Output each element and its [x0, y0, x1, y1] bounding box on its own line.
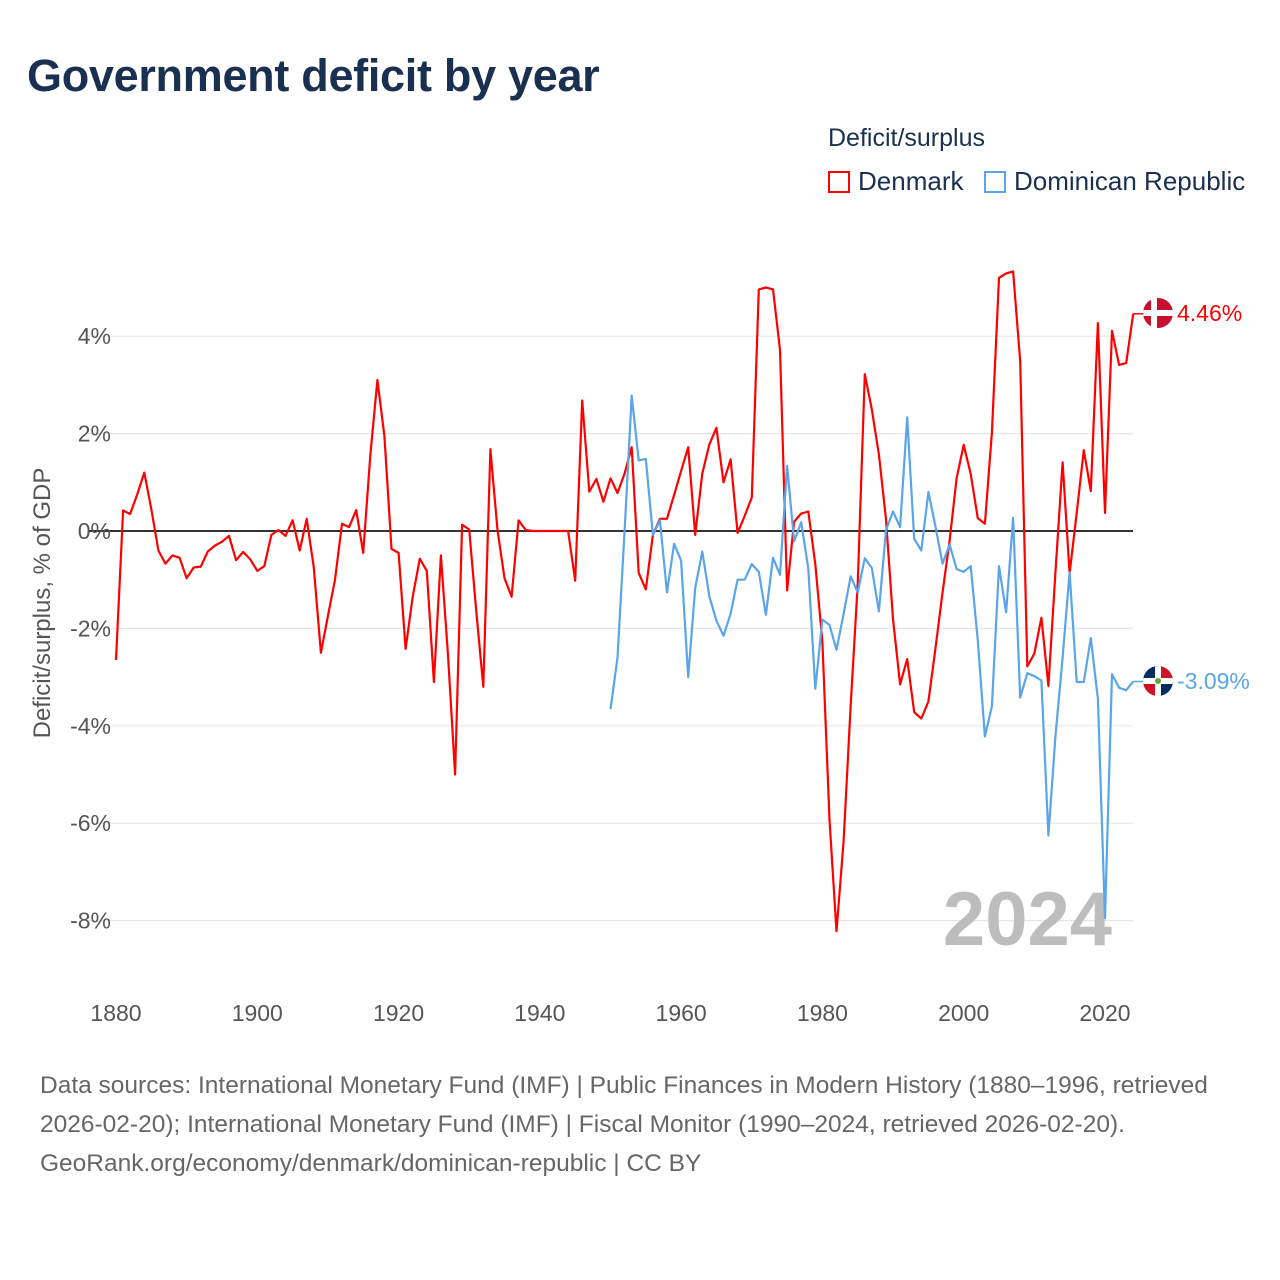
series-lines [114, 270, 1143, 933]
year-watermark: 2024 [943, 877, 1112, 962]
legend-swatch-dominican-republic [984, 170, 1006, 193]
legend-item-denmark[interactable]: Denmark [828, 166, 963, 197]
end-value-dominican-republic: -3.09% [1177, 668, 1250, 694]
y-axis-label: Deficit/surplus, % of GDP [29, 468, 56, 739]
x-tick-label: 1940 [514, 1000, 565, 1026]
denmark-flag-icon [1143, 298, 1173, 328]
y-tick-label: 2% [78, 421, 111, 447]
end-label-denmark: 4.46% [1143, 298, 1242, 328]
x-axis-ticks: 1880 1900 1920 1940 1960 1980 2000 2020 [90, 1000, 1130, 1026]
legend-swatch-denmark [828, 170, 850, 193]
y-tick-label: -6% [70, 810, 111, 836]
y-tick-label: -2% [70, 615, 111, 641]
series-line-denmark[interactable] [114, 270, 1135, 933]
chart-title: Government deficit by year [27, 50, 600, 101]
data-sources: Data sources: International Monetary Fun… [40, 1072, 1208, 1138]
dominican-republic-flag-icon [1143, 666, 1173, 696]
x-tick-label: 1900 [232, 1000, 283, 1026]
y-tick-label: -4% [70, 713, 111, 739]
x-tick-label: 1920 [373, 1000, 424, 1026]
footer: Data sources: International Monetary Fun… [40, 1066, 1240, 1183]
y-axis-ticks: 4% 2% 0% -2% -4% -6% -8% [70, 323, 111, 933]
y-tick-label: 0% [78, 518, 111, 544]
x-tick-label: 1880 [90, 1000, 141, 1026]
credit-link[interactable]: GeoRank.org/economy/denmark/dominican-re… [40, 1150, 702, 1177]
legend-title: Deficit/surplus [828, 124, 985, 152]
end-value-denmark: 4.46% [1177, 300, 1242, 326]
legend-label-denmark: Denmark [858, 166, 964, 196]
x-tick-label: 2000 [938, 1000, 989, 1026]
end-label-dominican-republic: -3.09% [1143, 666, 1250, 696]
x-tick-label: 1980 [797, 1000, 848, 1026]
series-line-dominican-republic[interactable] [609, 394, 1135, 920]
x-tick-label: 1960 [656, 1000, 707, 1026]
legend-label-dominican-republic: Dominican Republic [1014, 166, 1246, 196]
legend-item-dominican-republic[interactable]: Dominican Republic [984, 166, 1245, 197]
y-tick-label: -8% [70, 908, 111, 934]
x-tick-label: 2020 [1079, 1000, 1130, 1026]
gridlines [88, 335, 1133, 922]
y-tick-label: 4% [78, 323, 111, 349]
